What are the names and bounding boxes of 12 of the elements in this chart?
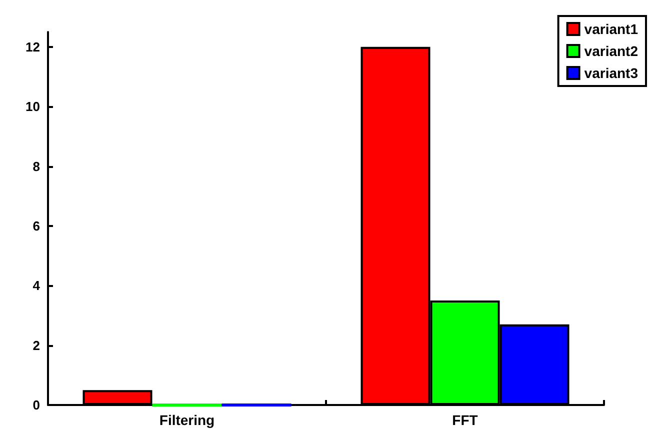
y-tick-label: 10: [26, 99, 40, 114]
legend-label: variant2: [584, 43, 638, 59]
x-tick-label: Filtering: [159, 412, 215, 428]
y-tick-label: 4: [32, 278, 41, 294]
y-tick-label: 2: [32, 338, 40, 353]
x-tick-label: FFT: [452, 412, 478, 428]
legend-label: variant1: [584, 21, 638, 37]
y-tick-label: 8: [32, 158, 40, 174]
y-tick-label: 12: [26, 39, 40, 54]
legend-label: variant3: [584, 65, 638, 81]
y-tick-label: 0: [32, 398, 40, 412]
y-tick-label: 6: [32, 218, 40, 234]
